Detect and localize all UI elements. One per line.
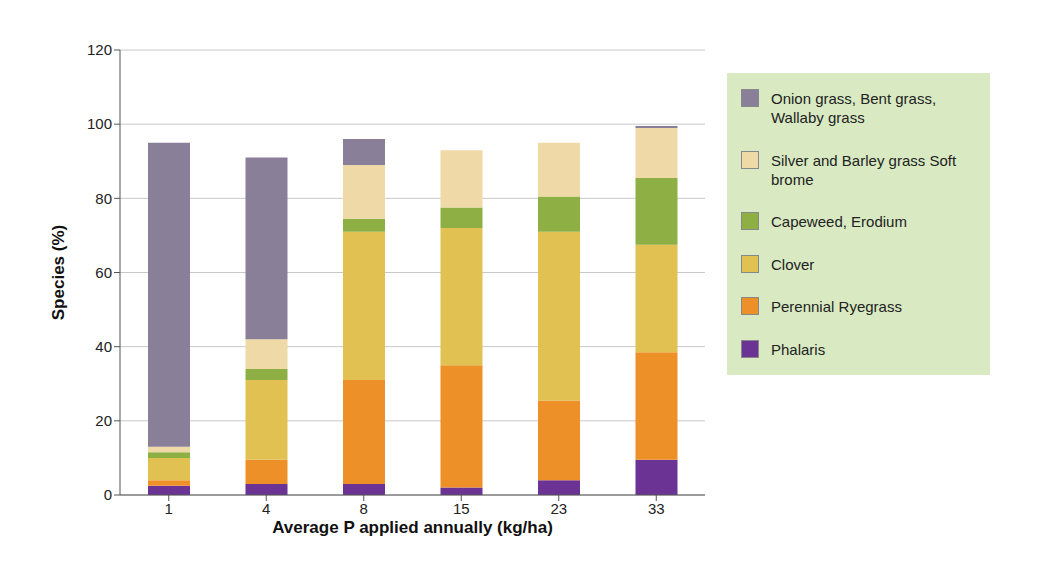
svg-text:23: 23 [550, 500, 567, 517]
html-text:Phalaris: Phalaris [771, 341, 826, 358]
svg-text:100: 100 [87, 115, 112, 132]
svg-text:8: 8 [360, 500, 368, 517]
html-text:Clover: Clover [771, 255, 815, 273]
svg-text:1: 1 [165, 500, 173, 517]
svg-text:60: 60 [95, 264, 112, 281]
svg-text:4: 4 [262, 500, 270, 517]
svg-text:Species (%): Species (%) [49, 225, 68, 320]
svg-text:20: 20 [95, 412, 112, 429]
svg-text:120: 120 [87, 41, 112, 58]
svg-text:15: 15 [453, 500, 470, 517]
svg-text:33: 33 [648, 500, 665, 517]
html-text:Silver and Barley grass Soft b: Silver and Barley grass Soft brome [771, 151, 957, 188]
svg-text:40: 40 [95, 338, 112, 355]
svg-text:Average P applied annually (kg: Average P applied annually (kg/ha) [272, 518, 553, 537]
html-text:Onion grass, Bent grass, Walla: Onion grass, Bent grass, Wallaby grass [771, 90, 937, 126]
html-text:Capeweed, Erodium: Capeweed, Erodium [771, 213, 907, 231]
svg-text:80: 80 [95, 190, 112, 207]
html-text:Perennial Ryegrass: Perennial Ryegrass [771, 298, 902, 316]
svg-text:0: 0 [104, 486, 112, 503]
